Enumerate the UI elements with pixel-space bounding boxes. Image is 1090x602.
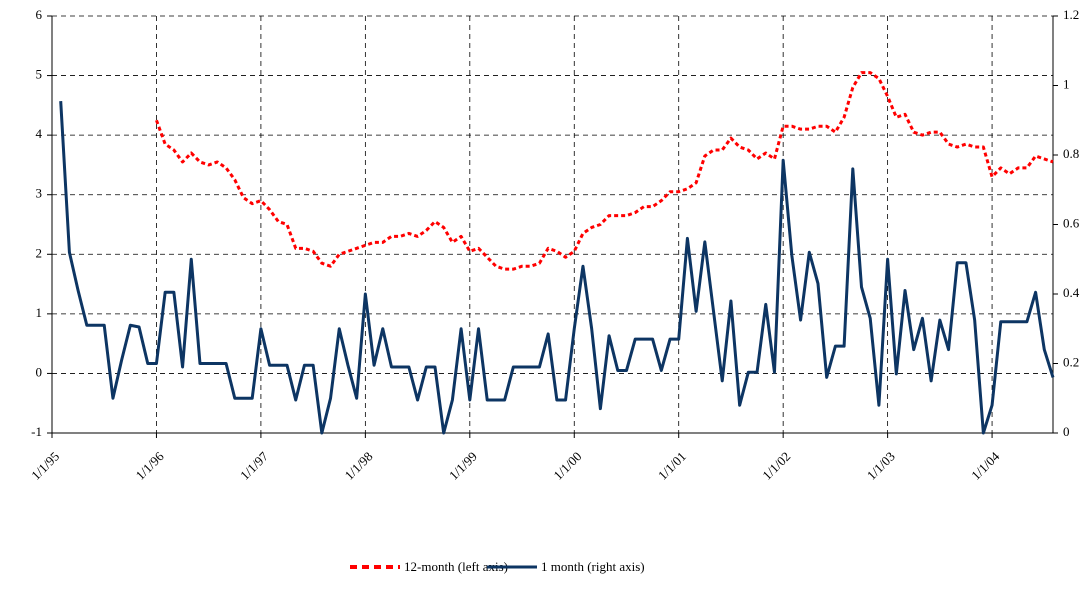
y2-tick-label: 0.2 [1063, 354, 1079, 369]
y-tick-label: -1 [31, 424, 42, 439]
y-tick-label: 6 [36, 7, 43, 22]
series-line [59, 101, 1055, 435]
x-tick-label: 1/1/04 [968, 448, 1002, 482]
y-tick-label: 4 [36, 126, 43, 141]
y-tick-label: 3 [36, 186, 43, 201]
x-tick-label: 1/1/96 [133, 448, 167, 482]
y-tick-label: 2 [36, 245, 43, 260]
x-tick-label: 1/1/02 [759, 449, 793, 483]
y2-tick-label: 0.6 [1063, 215, 1080, 230]
y-tick-label: 5 [36, 67, 43, 82]
x-tick-label: 1/1/95 [28, 449, 62, 483]
y2-tick-label: 0.8 [1063, 146, 1079, 161]
x-tick-label: 1/1/97 [237, 448, 271, 482]
y2-tick-label: 0 [1063, 424, 1070, 439]
y-tick-label: 1 [36, 305, 43, 320]
x-tick-label: 1/1/99 [446, 449, 480, 483]
legend-label: 1 month (right axis) [541, 559, 645, 574]
x-tick-label: 1/1/01 [655, 449, 689, 483]
series-line [155, 71, 1054, 271]
x-tick-label: 1/1/98 [341, 449, 375, 483]
y2-tick-label: 1 [1063, 76, 1070, 91]
y2-tick-label: 1.2 [1063, 7, 1079, 22]
y-tick-label: 0 [36, 364, 43, 379]
legend-label: 12-month (left axis) [404, 559, 508, 574]
x-tick-label: 1/1/03 [864, 449, 898, 483]
y2-tick-label: 0.4 [1063, 285, 1080, 300]
x-tick-label: 1/1/00 [550, 449, 584, 483]
